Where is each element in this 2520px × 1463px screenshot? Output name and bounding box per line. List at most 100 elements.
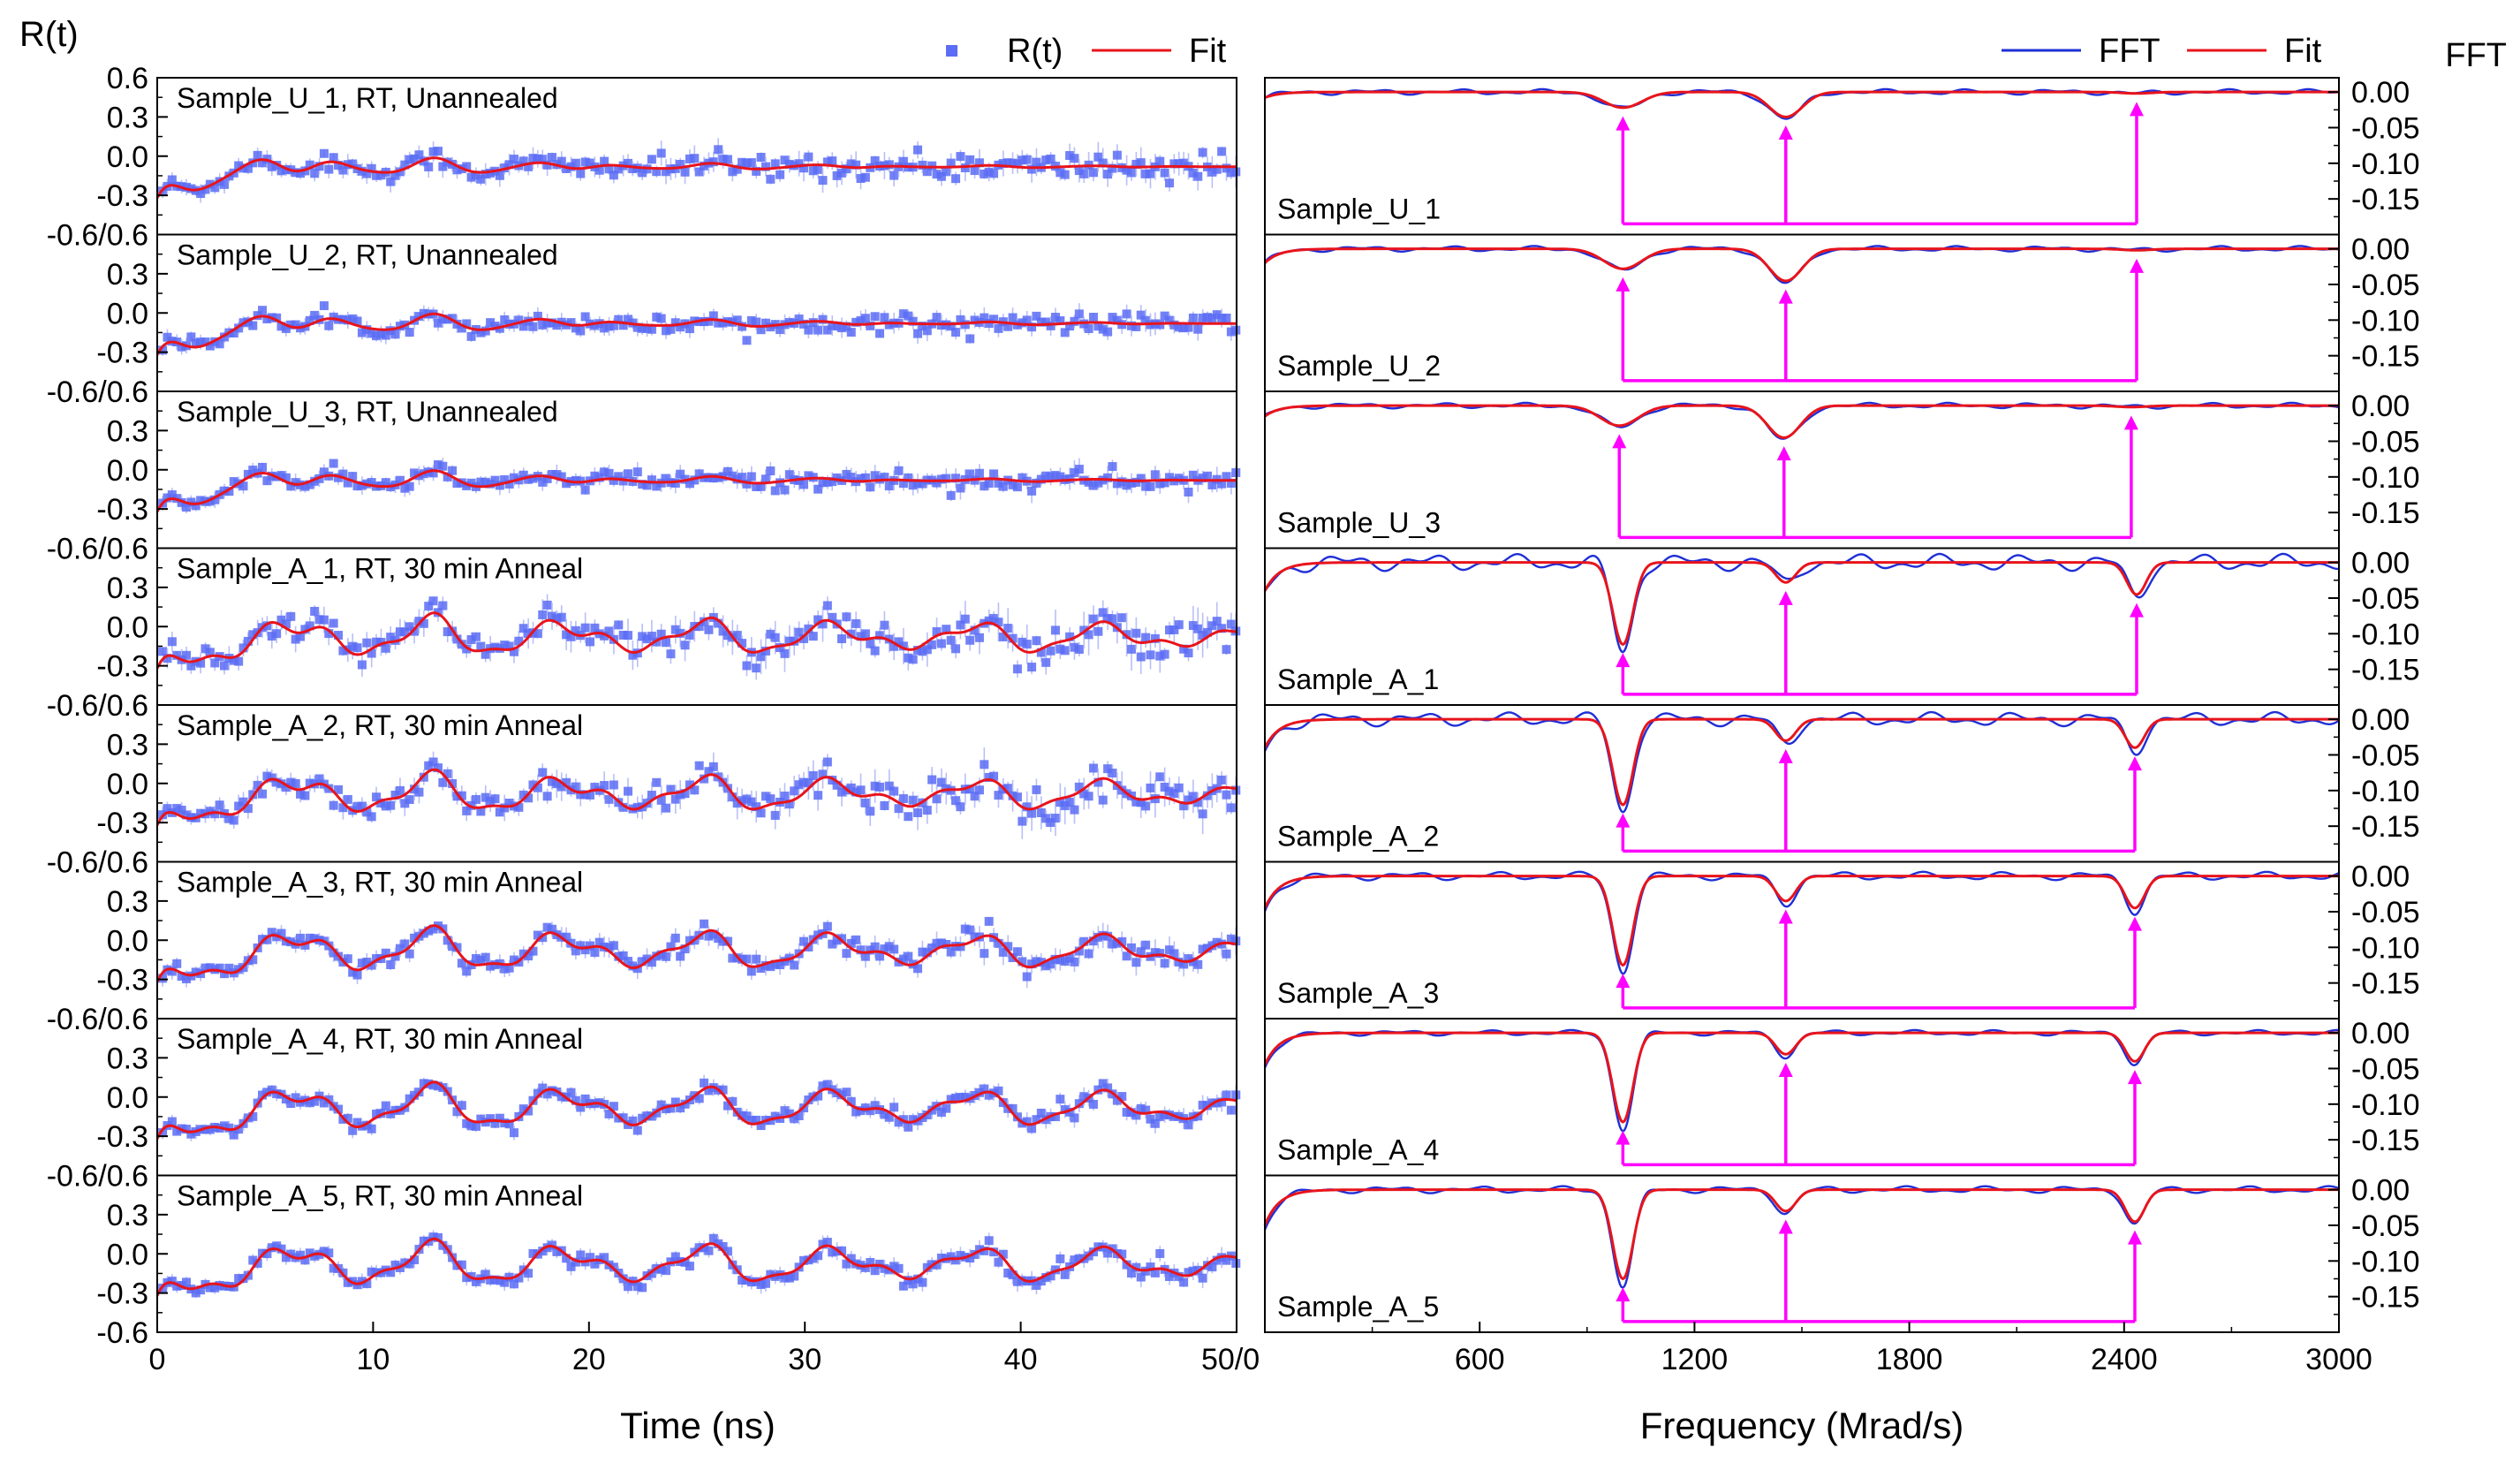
data-point — [842, 1259, 851, 1269]
data-point — [362, 1279, 372, 1289]
y-tick-label: -0.10 — [2351, 304, 2420, 337]
data-point — [343, 478, 352, 488]
data-point — [1184, 1268, 1193, 1277]
data-point — [1012, 1277, 1022, 1286]
data-point — [452, 1107, 462, 1117]
data-point — [984, 478, 994, 488]
data-point — [1146, 1114, 1155, 1124]
data-point — [571, 625, 580, 635]
data-point — [685, 936, 694, 945]
data-point — [215, 963, 224, 973]
data-point — [181, 974, 191, 984]
data-point — [594, 165, 604, 175]
data-point — [286, 611, 296, 621]
data-point — [828, 321, 837, 330]
fft-curve — [1264, 552, 2340, 654]
data-point — [851, 618, 861, 628]
data-point — [177, 972, 186, 982]
data-point — [1060, 1104, 1070, 1114]
data-point — [1212, 1255, 1222, 1265]
data-point — [372, 792, 382, 802]
fft-curve — [1264, 245, 2340, 284]
data-point — [1198, 1273, 1207, 1283]
data-point — [414, 787, 424, 797]
data-point — [514, 1273, 524, 1283]
data-point — [556, 782, 566, 792]
data-point — [319, 1247, 329, 1256]
data-point — [552, 321, 562, 330]
data-point — [352, 316, 362, 326]
data-point — [889, 1262, 899, 1271]
y-tick-label: -0.6/0.6 — [47, 1160, 148, 1194]
data-point — [1003, 322, 1013, 331]
data-point — [685, 630, 694, 640]
data-point — [600, 631, 609, 641]
data-point — [708, 762, 718, 771]
data-point — [723, 936, 732, 946]
data-point — [1056, 472, 1065, 481]
data-point — [481, 170, 490, 179]
data-point — [191, 967, 201, 977]
x-tick-label: 2400 — [2091, 1343, 2158, 1376]
data-point — [362, 325, 372, 335]
data-point — [1065, 322, 1075, 331]
data-point — [481, 792, 490, 802]
data-point — [1212, 310, 1222, 320]
data-point — [946, 322, 956, 331]
data-point — [338, 646, 348, 656]
data-point — [172, 650, 182, 660]
data-point — [732, 474, 742, 484]
data-point — [414, 150, 424, 160]
data-point — [381, 948, 390, 958]
data-point — [1032, 311, 1041, 321]
data-point — [367, 812, 376, 822]
data-point — [894, 804, 904, 814]
data-point — [1217, 314, 1227, 323]
data-point — [1056, 1254, 1065, 1263]
data-point — [1084, 792, 1094, 801]
data-point — [642, 634, 652, 644]
data-point — [1032, 957, 1041, 966]
data-point — [989, 614, 999, 624]
data-point — [836, 323, 846, 333]
data-point — [814, 1251, 823, 1261]
data-point — [518, 322, 528, 331]
data-point — [1060, 957, 1070, 966]
data-point — [524, 1106, 534, 1116]
data-point — [291, 778, 300, 788]
data-point — [846, 159, 856, 169]
data-point — [419, 929, 428, 938]
fit-curve — [155, 469, 1237, 512]
data-point — [1174, 1271, 1184, 1281]
data-point — [1226, 327, 1236, 337]
data-point — [974, 633, 984, 642]
data-point — [381, 330, 390, 340]
data-point — [770, 1271, 780, 1281]
data-point — [163, 332, 172, 342]
data-point — [638, 480, 647, 489]
data-point — [357, 481, 367, 490]
data-point — [1060, 328, 1070, 337]
data-point — [1088, 936, 1098, 946]
data-point — [998, 632, 1008, 641]
data-point — [1060, 646, 1070, 656]
data-point — [1050, 954, 1060, 964]
data-point — [1136, 1103, 1146, 1113]
data-point — [984, 772, 994, 782]
data-point — [842, 949, 851, 959]
data-point — [870, 942, 880, 951]
panel-label: Sample_U_2, RT, Unannealed — [177, 239, 558, 271]
data-point — [1018, 957, 1027, 966]
data-point — [253, 1258, 262, 1268]
data-point — [836, 1246, 846, 1255]
data-point — [714, 1239, 723, 1248]
data-point — [856, 174, 866, 184]
y-tick-label: 0.3 — [107, 101, 148, 134]
data-point — [685, 154, 694, 163]
data-point — [466, 331, 476, 341]
panel-label: Sample_A_2 — [1277, 821, 1439, 853]
fft-fit-curve — [1263, 561, 2339, 647]
data-point — [1217, 1097, 1227, 1107]
data-point — [1098, 1079, 1108, 1088]
